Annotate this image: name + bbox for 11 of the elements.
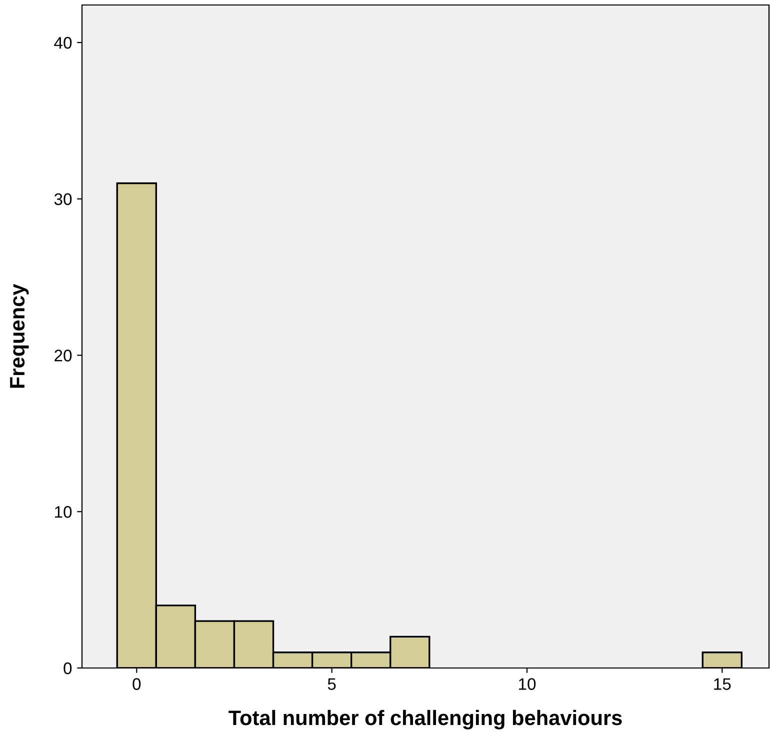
y-tick-label: 40 bbox=[54, 36, 72, 49]
x-axis-title: Total number of challenging behaviours bbox=[228, 710, 622, 730]
y-tick-label: 20 bbox=[54, 350, 72, 362]
y-tick-label: 10 bbox=[55, 506, 72, 518]
y-axis-title: Frequency bbox=[10, 284, 29, 388]
x-tick-label: 5 bbox=[328, 678, 336, 690]
x-tick-label: 10 bbox=[518, 678, 536, 690]
x-tick-label: 15 bbox=[714, 678, 731, 690]
x-tick-label: 0 bbox=[132, 678, 141, 690]
y-tick-label: 0 bbox=[64, 662, 72, 674]
y-tick-label: 30 bbox=[54, 193, 72, 206]
